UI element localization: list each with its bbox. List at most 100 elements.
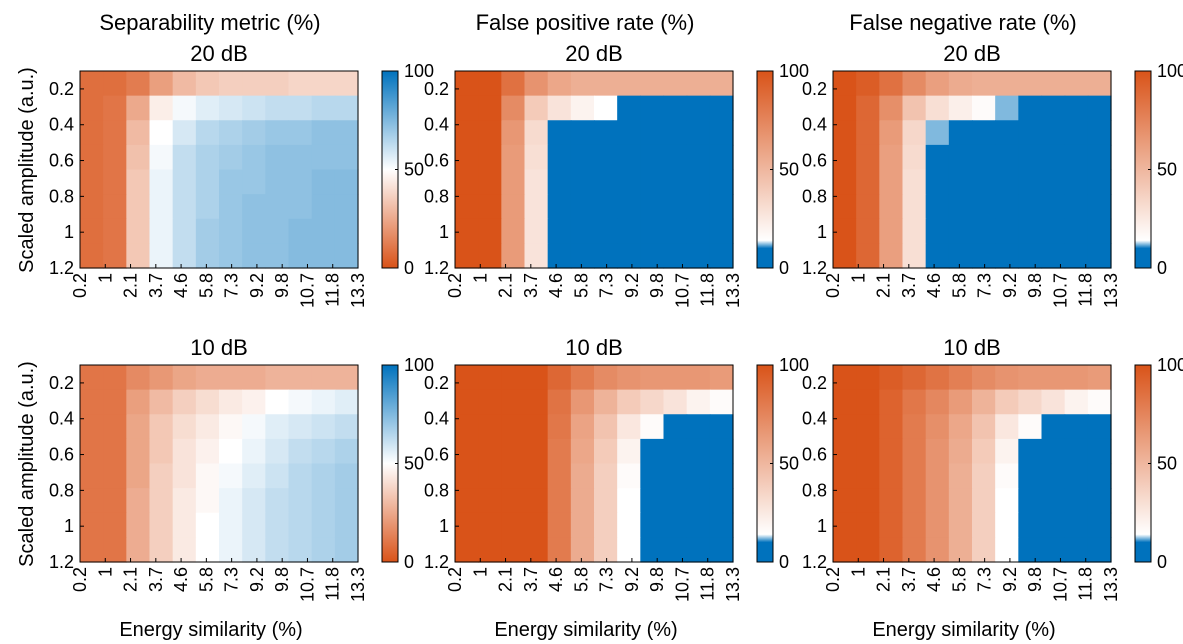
heatmap-cell	[80, 365, 104, 391]
y-tick-label: 0.6	[802, 445, 827, 465]
heatmap-cell	[126, 194, 151, 220]
y-tick-label: 1	[439, 516, 449, 536]
heatmap-cell	[149, 95, 174, 121]
x-tick-label: 7.3	[222, 567, 242, 592]
colorbar-tick-label: 0	[1157, 552, 1167, 572]
x-tick-label: 3.7	[146, 567, 166, 592]
heatmap-cell	[334, 365, 359, 391]
heatmap-cell	[547, 414, 572, 440]
heatmap-cell	[103, 512, 127, 538]
heatmap-cell	[879, 95, 904, 121]
heatmap-cell	[617, 144, 641, 171]
heatmap-cell	[195, 95, 220, 121]
heatmap-cell	[172, 414, 197, 440]
heatmap-cell	[149, 120, 174, 146]
heatmap-cell	[334, 537, 359, 563]
heatmap-cell	[972, 120, 996, 146]
heatmap-cell	[1087, 71, 1112, 97]
heatmap-cell	[972, 218, 996, 244]
heatmap-cell	[617, 243, 641, 269]
heatmap-cell	[1064, 438, 1089, 465]
heatmap-cell	[195, 243, 220, 269]
heatmap-cell	[1018, 463, 1043, 489]
heatmap-cell	[219, 218, 243, 244]
heatmap-cell	[833, 218, 857, 244]
heatmap-cell	[311, 194, 336, 220]
heatmap-cell	[663, 537, 688, 563]
heatmap-cell	[501, 463, 526, 489]
heatmap-cell	[80, 169, 104, 195]
x-tick-label: 9.8	[272, 273, 292, 298]
heatmap-cell	[149, 71, 174, 97]
heatmap-cell	[663, 243, 688, 269]
heatmap-cell	[501, 488, 526, 514]
heatmap-cell	[478, 71, 502, 97]
heatmap-cell	[242, 414, 266, 440]
heatmap-cell	[972, 243, 996, 269]
heatmap-cell	[311, 512, 336, 538]
y-tick-label: 1.2	[49, 258, 74, 278]
heatmap-cell	[501, 194, 526, 220]
heatmap-cell	[1041, 71, 1066, 97]
heatmap-cell	[311, 488, 336, 514]
heatmap-cell	[126, 488, 151, 514]
heatmap-cell	[265, 438, 290, 465]
heatmap-cell	[455, 218, 479, 244]
heatmap-cell	[925, 389, 950, 415]
heatmap-cell	[709, 169, 734, 195]
heatmap-cell	[219, 71, 243, 97]
heatmap-cell	[686, 95, 711, 121]
heatmap-cell	[925, 243, 950, 269]
x-tick-label: 9.2	[1000, 567, 1020, 592]
heatmap-cell	[195, 512, 220, 538]
colorbar	[757, 71, 773, 268]
heatmap-cell	[617, 95, 641, 121]
heatmap-cell	[833, 95, 857, 121]
x-tick-label: 9.2	[247, 567, 267, 592]
heatmap-cell	[547, 463, 572, 489]
heatmap-cell	[594, 389, 618, 415]
heatmap-cell	[334, 463, 359, 489]
colorbar-tick-label: 0	[404, 552, 414, 572]
heatmap-cell	[195, 438, 220, 465]
heatmap-cell	[972, 463, 996, 489]
x-tick-label: 1	[848, 567, 868, 577]
heatmap-cell	[856, 414, 880, 440]
heatmap-cell	[311, 218, 336, 244]
x-tick-label: 4.6	[924, 273, 944, 298]
heatmap-cell	[242, 488, 266, 514]
heatmap-cell	[334, 389, 359, 415]
heatmap-cell	[334, 438, 359, 465]
heatmap-cell	[879, 71, 904, 97]
heatmap-cell	[219, 537, 243, 563]
heatmap-cell	[547, 389, 572, 415]
heatmap-cell	[686, 512, 711, 538]
x-tick-label: 9.8	[647, 273, 667, 298]
heatmap-cell	[640, 194, 665, 220]
heatmap-cell	[126, 169, 151, 195]
heatmap-cell	[547, 95, 572, 121]
heatmap-cell	[265, 194, 290, 220]
heatmap-cell	[709, 144, 734, 171]
heatmap-cell	[902, 414, 927, 440]
colorbar-tick-label: 100	[404, 355, 434, 375]
x-tick-label: 0.2	[445, 273, 465, 298]
colorbar-tick-label: 50	[404, 160, 424, 180]
y-tick-label: 0.8	[49, 480, 74, 500]
heatmap-cell	[1041, 95, 1066, 121]
heatmap-cell	[1018, 218, 1043, 244]
heatmap-cell	[709, 438, 734, 465]
heatmap-cell	[311, 438, 336, 465]
y-tick-label: 1	[64, 222, 74, 242]
heatmap-cell	[709, 243, 734, 269]
plot-frame	[79, 70, 359, 269]
heatmap-cell	[902, 488, 927, 514]
plot-frame	[79, 364, 359, 563]
heatmap-cell	[334, 194, 359, 220]
heatmap-cell	[334, 95, 359, 121]
x-tick-label: 0.2	[70, 273, 90, 298]
heatmap-cell	[948, 488, 973, 514]
heatmap-cell	[833, 463, 857, 489]
heatmap-cell	[126, 218, 151, 244]
heatmap-cell	[149, 414, 174, 440]
